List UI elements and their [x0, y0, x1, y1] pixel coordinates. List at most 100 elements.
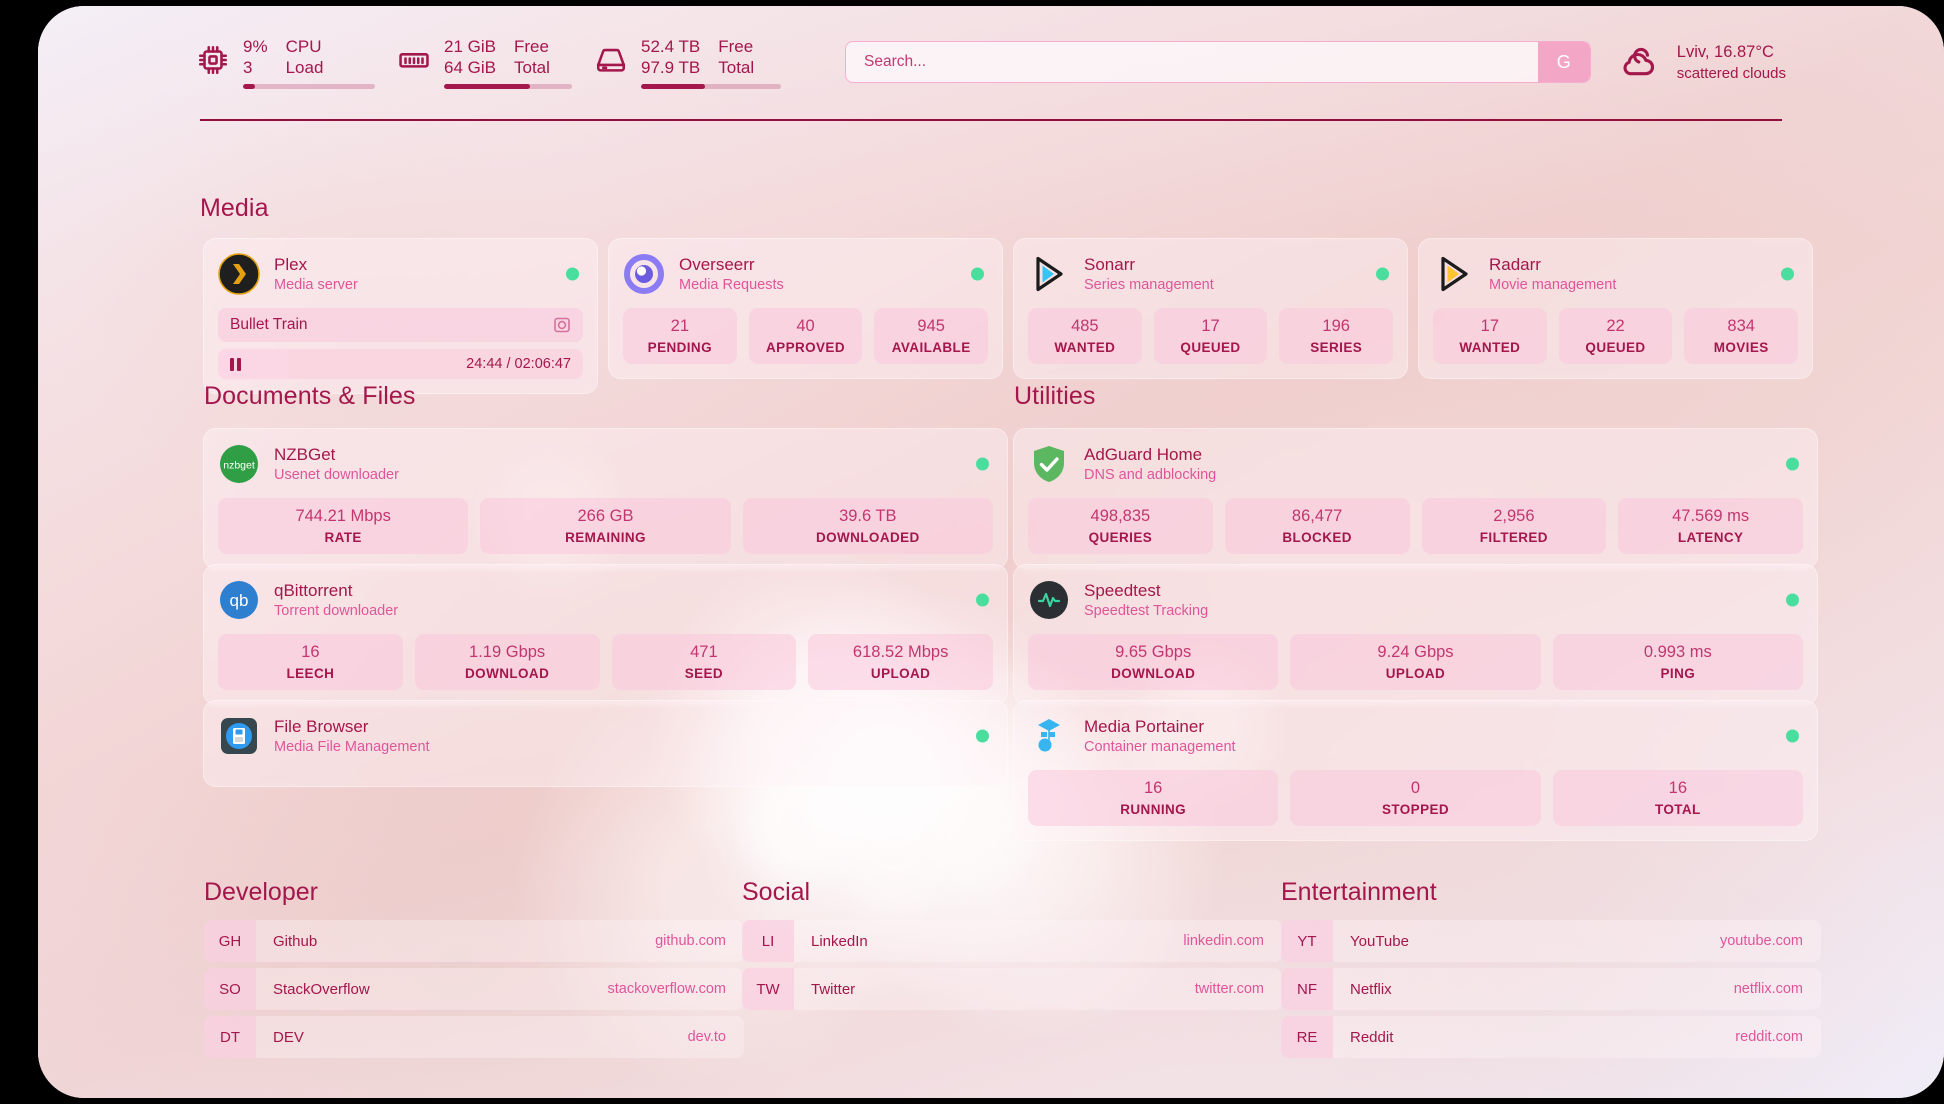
tile-label: LEECH — [286, 666, 335, 681]
app-name: Sonarr — [1084, 255, 1136, 274]
app-subtitle: DNS and adblocking — [1084, 467, 1217, 483]
stat-tile: 40 APPROVED — [748, 308, 863, 364]
search-input[interactable]: Search... — [864, 53, 927, 70]
link-url: dev.to — [687, 1029, 726, 1045]
stat-tile: 2,956 FILTERED — [1421, 498, 1607, 554]
tile-label: WANTED — [1459, 340, 1521, 355]
cast-icon[interactable] — [553, 316, 571, 334]
link-url: reddit.com — [1735, 1029, 1803, 1045]
tile-value: 16 — [1143, 779, 1163, 797]
weather-widget[interactable]: Lviv, 16.87°C scattered clouds — [1621, 43, 1786, 82]
app-subtitle: Media Requests — [679, 277, 784, 293]
stat-tiles: 744.21 Mbps RATE 266 GB REMAINING 39.6 T… — [218, 498, 993, 554]
stat-tiles: 485 WANTED 17 QUEUED 196 SERIES — [1028, 308, 1394, 364]
app-name: AdGuard Home — [1084, 445, 1203, 464]
app-name: Media Portainer — [1084, 717, 1205, 736]
link-group-title: Developer — [204, 878, 318, 906]
tile-value: 196 — [1322, 317, 1350, 335]
now-playing-title-row: Bullet Train — [218, 308, 583, 342]
qbittorrent-icon: qb — [218, 579, 260, 621]
app-card-qbittorrent[interactable]: qb qBittorrent Torrent downloader 16 LEE… — [203, 564, 1008, 705]
tile-label: SEED — [684, 666, 724, 681]
app-subtitle: Speedtest Tracking — [1084, 603, 1209, 619]
stat-disk-label-2: Total — [718, 57, 755, 77]
tile-value: 17 — [1480, 317, 1500, 335]
stat-tile: 0 STOPPED — [1290, 770, 1541, 826]
app-card-filebrowser[interactable]: File Browser Media File Management — [203, 700, 1008, 787]
stat-disk[interactable]: 52.4 TB 97.9 TB Free Total — [594, 36, 803, 89]
list-item[interactable]: YT YouTube youtube.com — [1281, 920, 1821, 962]
stat-tile: 9.65 Gbps DOWNLOAD — [1028, 634, 1279, 690]
stat-tile: 471 SEED — [611, 634, 797, 690]
stat-memory-free: 21 GiB — [444, 36, 496, 56]
stat-tile: 744.21 Mbps RATE — [218, 498, 469, 554]
tile-label: LATENCY — [1677, 530, 1744, 545]
app-subtitle: Series management — [1084, 277, 1214, 293]
app-card-overseerr[interactable]: Overseerr Media Requests 21 PENDING 40 A… — [608, 238, 1003, 379]
link-name: LinkedIn — [811, 932, 868, 950]
app-card-adguard[interactable]: AdGuard Home DNS and adblocking 498,835 … — [1013, 428, 1818, 569]
stat-tile: 9.24 Gbps UPLOAD — [1290, 634, 1541, 690]
app-name: Plex — [274, 255, 308, 274]
link-badge: YT — [1281, 920, 1333, 962]
list-item[interactable]: DT DEV dev.to — [204, 1016, 744, 1058]
app-card-radarr[interactable]: Radarr Movie management 17 WANTED 22 QUE… — [1418, 238, 1813, 379]
stat-disk-label-1: Free — [718, 36, 754, 56]
cpu-icon — [196, 43, 230, 77]
adguard-icon — [1028, 443, 1070, 485]
status-badge — [1781, 267, 1794, 281]
stat-tile: 39.6 TB DOWNLOADED — [742, 498, 993, 554]
stat-cpu[interactable]: 9% 3 CPU Load — [196, 36, 397, 89]
list-item[interactable]: NF Netflix netflix.com — [1281, 968, 1821, 1010]
link-group-social: Social LI LinkedIn linkedin.com TW Twitt… — [742, 878, 1282, 1016]
stat-memory[interactable]: 21 GiB 64 GiB Free Total — [397, 36, 594, 89]
section-title-documents: Documents & Files — [204, 382, 416, 410]
tile-label: UPLOAD — [870, 666, 931, 681]
stat-tiles: 17 WANTED 22 QUEUED 834 MOVIES — [1433, 308, 1799, 364]
progress-fill — [218, 349, 289, 379]
list-item[interactable]: RE Reddit reddit.com — [1281, 1016, 1821, 1058]
app-name: Speedtest — [1084, 581, 1161, 600]
list-item[interactable]: TW Twitter twitter.com — [742, 968, 1282, 1010]
tile-label: MOVIES — [1713, 340, 1769, 355]
stat-tile: 485 WANTED — [1028, 308, 1142, 364]
app-subtitle: Usenet downloader — [274, 467, 399, 483]
tile-value: 485 — [1071, 317, 1099, 335]
tile-value: 39.6 TB — [839, 507, 897, 525]
link-badge: LI — [742, 920, 794, 962]
link-name: StackOverflow — [273, 980, 370, 998]
app-card-speedtest[interactable]: Speedtest Speedtest Tracking 9.65 Gbps D… — [1013, 564, 1818, 705]
link-badge: NF — [1281, 968, 1333, 1010]
list-item[interactable]: SO StackOverflow stackoverflow.com — [204, 968, 744, 1010]
link-badge: DT — [204, 1016, 256, 1058]
link-url: twitter.com — [1194, 981, 1264, 997]
tile-label: RATE — [324, 530, 362, 545]
app-card-portainer[interactable]: Media Portainer Container management 16 … — [1013, 700, 1818, 841]
disk-icon — [594, 43, 628, 77]
stat-cpu-label-1: CPU — [285, 36, 322, 56]
app-card-sonarr[interactable]: Sonarr Series management 485 WANTED 17 Q… — [1013, 238, 1408, 379]
search-bar[interactable]: Search... G — [845, 41, 1591, 83]
app-card-nzbget[interactable]: nzbget NZBGet Usenet downloader 744.21 M… — [203, 428, 1008, 569]
list-item[interactable]: LI LinkedIn linkedin.com — [742, 920, 1282, 962]
tile-value: 17 — [1201, 317, 1220, 335]
stat-disk-total: 97.9 TB — [641, 57, 701, 77]
search-engine-button[interactable]: G — [1537, 42, 1590, 82]
tile-value: 9.24 Gbps — [1377, 643, 1454, 661]
tile-value: 471 — [690, 643, 718, 661]
stat-tile: 17 WANTED — [1433, 308, 1547, 364]
app-card-plex[interactable]: Plex Media server Bullet Train 24:44 / 0… — [203, 238, 598, 394]
pause-icon[interactable] — [230, 357, 241, 371]
now-playing-progress[interactable]: 24:44 / 02:06:47 — [218, 349, 583, 379]
tile-value: 86,477 — [1291, 507, 1343, 525]
tile-label: BLOCKED — [1282, 530, 1352, 545]
status-badge — [976, 729, 989, 743]
link-group-entertainment: Entertainment YT YouTube youtube.com NF … — [1281, 878, 1821, 1064]
now-playing-title: Bullet Train — [230, 316, 308, 333]
section-documents: Documents & Files — [204, 382, 416, 411]
stat-tiles: 16 LEECH 1.19 Gbps DOWNLOAD 471 SEED 618… — [218, 634, 993, 690]
stat-tile: 16 TOTAL — [1552, 770, 1803, 826]
tile-value: 9.65 Gbps — [1115, 643, 1192, 661]
list-item[interactable]: GH Github github.com — [204, 920, 744, 962]
link-url: netflix.com — [1733, 981, 1803, 997]
